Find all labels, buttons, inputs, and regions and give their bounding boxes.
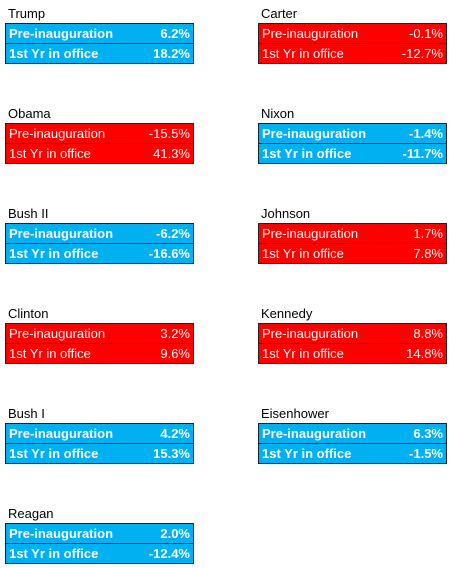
- president-name: Carter: [261, 6, 298, 21]
- data-row: 1st Yr in office 18.2%: [5, 44, 194, 64]
- president-name: Johnson: [261, 206, 311, 221]
- row-value: 15.3%: [153, 446, 190, 461]
- data-row: Pre-inauguration 2.0%: [5, 523, 194, 544]
- president-name: Eisenhower: [261, 406, 329, 421]
- row-value: -12.7%: [401, 46, 443, 61]
- row-label: Pre-inauguration: [9, 226, 114, 241]
- row-value: 3.2%: [160, 326, 190, 341]
- data-row: 1st Yr in office -11.7%: [258, 144, 447, 164]
- data-row: 1st Yr in office -12.4%: [5, 544, 194, 564]
- row-value: -12.4%: [148, 546, 190, 561]
- president-block: Obama Pre-inauguration -15.5% 1st Yr in off…: [5, 103, 194, 164]
- row-label: 1st Yr in office: [262, 146, 352, 161]
- data-row: Pre-inauguration -1.4%: [258, 123, 447, 144]
- row-value: -16.6%: [148, 246, 190, 261]
- row-label: 1st Yr in office: [262, 346, 344, 361]
- row-value: 9.6%: [160, 346, 190, 361]
- president-block: Carter Pre-inauguration -0.1% 1st Yr in off…: [258, 3, 447, 64]
- row-label: Pre-inauguration: [9, 326, 106, 341]
- row-label: 1st Yr in office: [9, 346, 91, 361]
- president-block: Kennedy Pre-inauguration 8.8% 1st Yr in off…: [258, 303, 447, 364]
- data-row: Pre-inauguration -6.2%: [5, 223, 194, 244]
- row-value: -0.1%: [409, 26, 443, 41]
- row-value: 8.8%: [413, 326, 443, 341]
- row-value: -11.7%: [402, 146, 443, 161]
- data-row: 1st Yr in office 7.8%: [258, 244, 447, 264]
- row-label: Pre-inauguration: [262, 326, 359, 341]
- row-value: 6.2%: [160, 26, 190, 41]
- data-row: Pre-inauguration 8.8%: [258, 323, 447, 344]
- data-row: 1st Yr in office 14.8%: [258, 344, 447, 364]
- data-row: 1st Yr in office -12.7%: [258, 44, 447, 64]
- row-label: Pre-inauguration: [262, 226, 359, 241]
- row-value: 4.2%: [160, 426, 190, 441]
- row-value: 2.0%: [160, 526, 190, 541]
- president-block: Bush I Pre-inauguration 4.2% 1st Yr in offi…: [5, 403, 194, 464]
- row-value: -6.2%: [156, 226, 190, 241]
- row-value: -15.5%: [148, 126, 190, 141]
- row-label: 1st Yr in office: [9, 446, 99, 461]
- president-name: Reagan: [8, 506, 54, 521]
- president-name: Bush I: [8, 406, 45, 421]
- row-label: 1st Yr in office: [262, 446, 352, 461]
- row-label: Pre-inauguration: [262, 26, 359, 41]
- data-row: Pre-inauguration 4.2%: [5, 423, 194, 444]
- data-row: Pre-inauguration 3.2%: [5, 323, 194, 344]
- data-row: Pre-inauguration 6.2%: [5, 23, 194, 44]
- president-block: Bush II Pre-inauguration -6.2% 1st Yr in of…: [5, 203, 194, 264]
- data-row: Pre-inauguration -15.5%: [5, 123, 194, 144]
- data-row: 1st Yr in office 41.3%: [5, 144, 194, 164]
- data-row: 1st Yr in office -16.6%: [5, 244, 194, 264]
- row-value: 14.8%: [406, 346, 443, 361]
- data-row: Pre-inauguration 6.3%: [258, 423, 447, 444]
- president-name: Kennedy: [261, 306, 313, 321]
- row-label: 1st Yr in office: [262, 246, 344, 261]
- president-block: Clinton Pre-inauguration 3.2% 1st Yr in off…: [5, 303, 194, 364]
- president-name: Bush II: [8, 206, 49, 221]
- row-value: -1.4%: [409, 126, 443, 141]
- president-name: Obama: [8, 106, 51, 121]
- row-label: Pre-inauguration: [9, 126, 106, 141]
- president-block: Trump Pre-inauguration 6.2% 1st Yr in offic…: [5, 3, 194, 64]
- data-row: Pre-inauguration -0.1%: [258, 23, 447, 44]
- row-label: 1st Yr in office: [9, 246, 99, 261]
- row-label: 1st Yr in office: [9, 46, 99, 61]
- row-label: Pre-inauguration: [262, 426, 367, 441]
- data-row: Pre-inauguration 1.7%: [258, 223, 447, 244]
- row-label: 1st Yr in office: [9, 146, 91, 161]
- row-label: Pre-inauguration: [9, 26, 114, 41]
- data-row: 1st Yr in office -1.5%: [258, 444, 447, 464]
- data-row: 1st Yr in office 9.6%: [5, 344, 194, 364]
- president-block: Reagan Pre-inauguration 2.0% 1st Yr in offi…: [5, 503, 194, 564]
- president-block: Eisenhower Pre-inauguration 6.3% 1st Yr in …: [258, 403, 447, 464]
- data-row: 1st Yr in office 15.3%: [5, 444, 194, 464]
- row-label: 1st Yr in office: [9, 546, 99, 561]
- president-name: Trump: [8, 6, 46, 21]
- president-name: Nixon: [261, 106, 295, 121]
- row-label: Pre-inauguration: [9, 526, 114, 541]
- president-name: Clinton: [8, 306, 49, 321]
- row-value: 6.3%: [413, 426, 443, 441]
- president-block: Johnson Pre-inauguration 1.7% 1st Yr in off…: [258, 203, 447, 264]
- row-label: 1st Yr in office: [262, 46, 344, 61]
- row-value: 1.7%: [413, 226, 443, 241]
- row-value: 41.3%: [153, 146, 190, 161]
- row-label: Pre-inauguration: [9, 426, 114, 441]
- row-label: Pre-inauguration: [262, 126, 367, 141]
- row-value: 7.8%: [413, 246, 443, 261]
- row-value: 18.2%: [153, 46, 190, 61]
- president-block: Nixon Pre-inauguration -1.4% 1st Yr in offi…: [258, 103, 447, 164]
- row-value: -1.5%: [409, 446, 443, 461]
